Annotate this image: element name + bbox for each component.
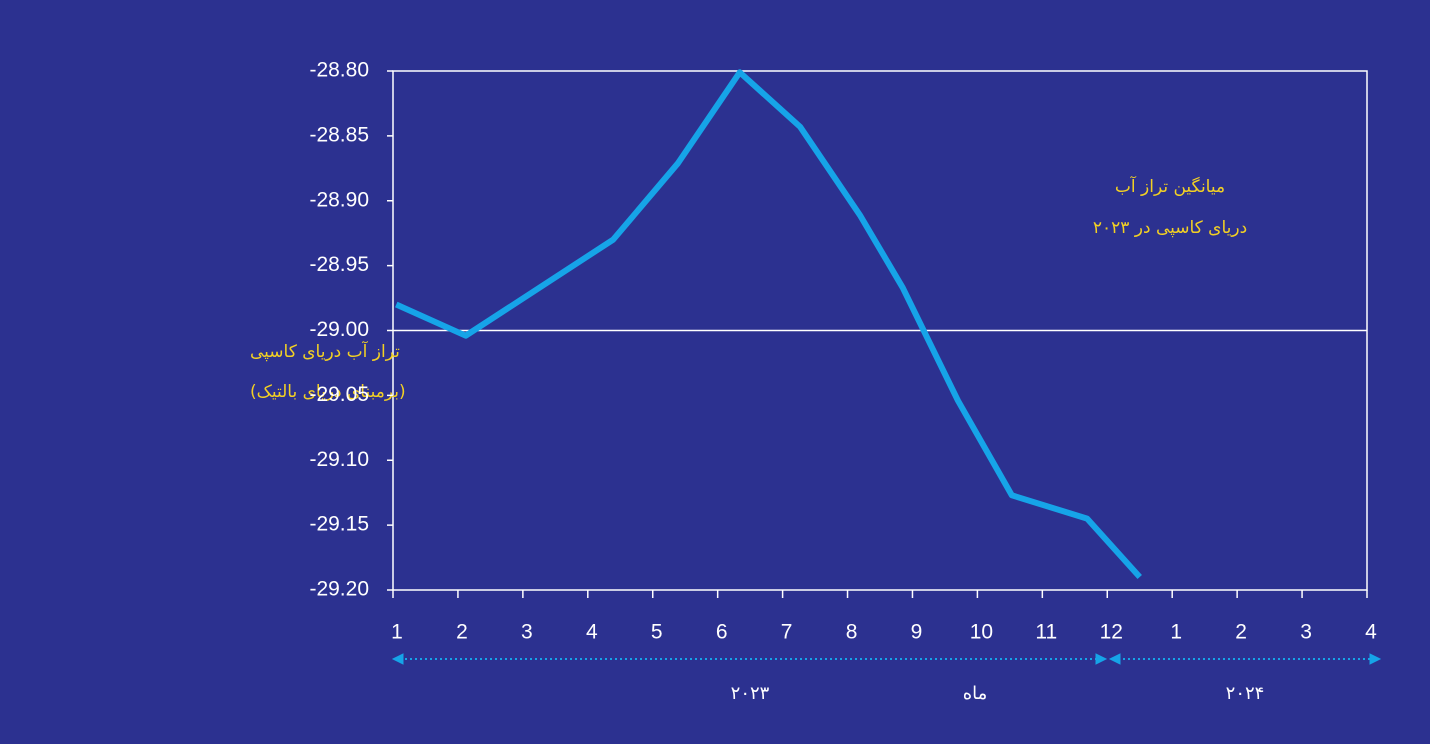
- annotation: دریای کاسپی در ۲۰۲۳: [1093, 218, 1247, 238]
- x-tick-label: 10: [970, 621, 993, 644]
- arrow-head: [1369, 653, 1382, 665]
- annotation: میانگین تراز آب: [1115, 175, 1225, 197]
- x-tick-label: 3: [1300, 621, 1312, 644]
- line: [395, 69, 1142, 580]
- x-tick-label: 7: [781, 621, 793, 644]
- x-label: ماه: [963, 683, 988, 704]
- y-tick-label: -29.15: [309, 513, 369, 536]
- x-tick-label: 6: [716, 621, 728, 644]
- year-label: ۲۰۲۴: [1226, 683, 1265, 704]
- x-tick-label: 8: [846, 621, 858, 644]
- x-tick-label: 5: [651, 621, 663, 644]
- arrow-head: [1095, 653, 1108, 665]
- x-tick-label: 9: [911, 621, 923, 644]
- y-tick-label: -28.85: [309, 123, 369, 146]
- x-tick-label: 4: [1365, 621, 1377, 644]
- year-label: ۲۰۲۳: [731, 683, 770, 704]
- x-tick-label: 4: [586, 621, 598, 644]
- year-ranges: [391, 653, 1382, 665]
- x-tick-label: 2: [1235, 621, 1247, 644]
- y-tick-label: -29.20: [309, 578, 369, 601]
- y-label: (برمبنای دریای بالتیک): [250, 382, 406, 402]
- arrow-head: [391, 653, 404, 665]
- x-tick-label: 12: [1100, 621, 1123, 644]
- arrow-head: [1108, 653, 1121, 665]
- y-tick-label: -29.10: [309, 448, 369, 471]
- y-label: تراز آب دریای کاسپی: [250, 340, 400, 362]
- x-tick-label: 11: [1035, 621, 1057, 644]
- y-tick-label: -28.95: [309, 253, 369, 276]
- x-tick-label: 2: [456, 621, 468, 644]
- x-tick-label: 1: [391, 621, 403, 644]
- x-tick-label: 3: [521, 621, 533, 644]
- y-tick-label: -29.00: [309, 318, 369, 341]
- y-tick-label: -28.90: [309, 188, 369, 211]
- x-tick-label: 1: [1170, 621, 1182, 644]
- y-tick-label: -29.05: [309, 383, 369, 406]
- y-tick-label: -28.80: [309, 59, 369, 82]
